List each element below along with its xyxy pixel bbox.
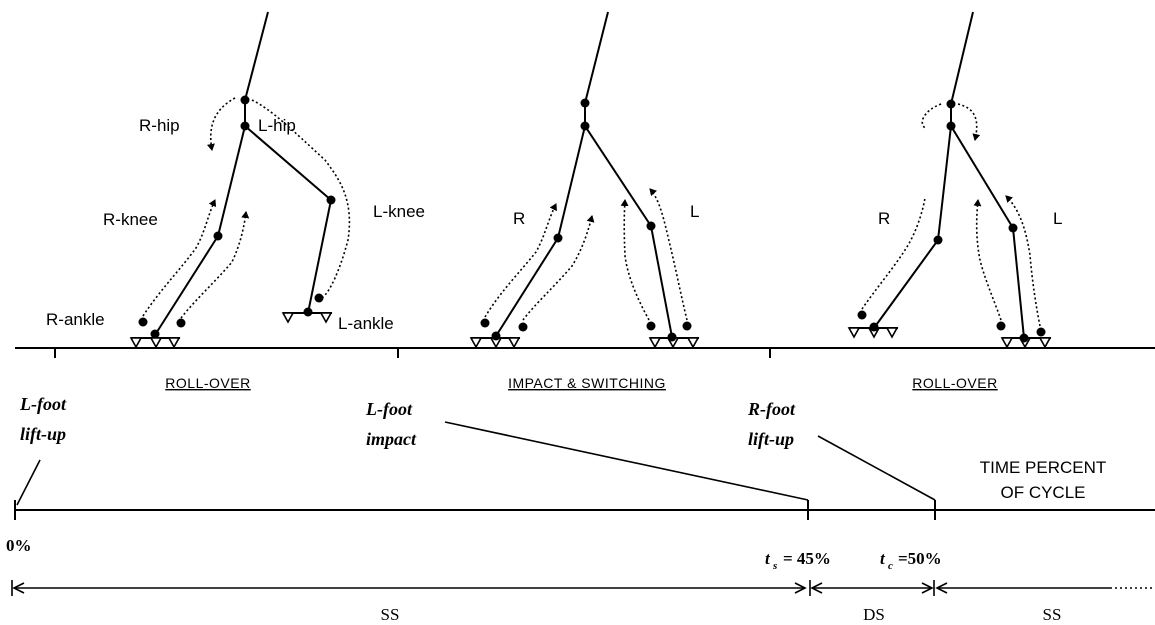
phase-ss-label-1: SS [381, 605, 400, 624]
event-lfoot-impact-line1: L-foot [365, 399, 413, 419]
tc-value: =50% [898, 549, 942, 568]
event-lfoot-liftup-line2: lift-up [20, 424, 66, 444]
event-rfoot-liftup-line1: R-foot [747, 399, 796, 419]
walker-figure-1: R-hip L-hip R-knee L-knee R-ankle L-ankl… [46, 11, 425, 349]
phase-label-rollover-1: ROLL-OVER [165, 375, 250, 391]
connector-lfoot-impact [444, 421, 809, 501]
phase-span-ss-2 [935, 582, 1155, 594]
time-axis-caption-line1: TIME PERCENT [980, 458, 1107, 477]
walker-figure-2: R L [469, 11, 699, 349]
label-l: L [1053, 209, 1062, 228]
connector-rfoot-liftup [817, 435, 936, 501]
event-lfoot-liftup-line1: L-foot [19, 394, 67, 414]
tc-subscript: c [888, 560, 893, 572]
label-r-knee: R-knee [103, 210, 158, 229]
label-r: R [878, 209, 890, 228]
label-l-ankle: L-ankle [338, 314, 394, 333]
phase-ds-label: DS [863, 605, 885, 624]
label-r-hip: R-hip [139, 116, 180, 135]
event-lfoot-impact-line2: impact [366, 429, 417, 449]
label-l: L [690, 202, 699, 221]
phase-span-ds [810, 580, 935, 596]
label-l-knee: L-knee [373, 202, 425, 221]
label-r-ankle: R-ankle [46, 310, 105, 329]
phase-label-impact-switching: IMPACT & SWITCHING [508, 375, 666, 391]
ts-subscript: s [772, 560, 777, 572]
walker-figure-3: R L [847, 11, 1062, 349]
ts-symbol: t [765, 549, 771, 568]
event-rfoot-liftup-line2: lift-up [748, 429, 794, 449]
phase-span-ss-1 [11, 580, 811, 596]
time-axis-caption-line2: OF CYCLE [1000, 483, 1085, 502]
ts-value: = 45% [783, 549, 831, 568]
connector-lfoot-liftup [16, 459, 41, 506]
time-label-0: 0% [6, 536, 32, 555]
label-l-hip: L-hip [258, 116, 296, 135]
tc-symbol: t [880, 549, 886, 568]
phase-ss-label-2: SS [1043, 605, 1062, 624]
phase-label-rollover-2: ROLL-OVER [912, 375, 997, 391]
label-r: R [513, 209, 525, 228]
